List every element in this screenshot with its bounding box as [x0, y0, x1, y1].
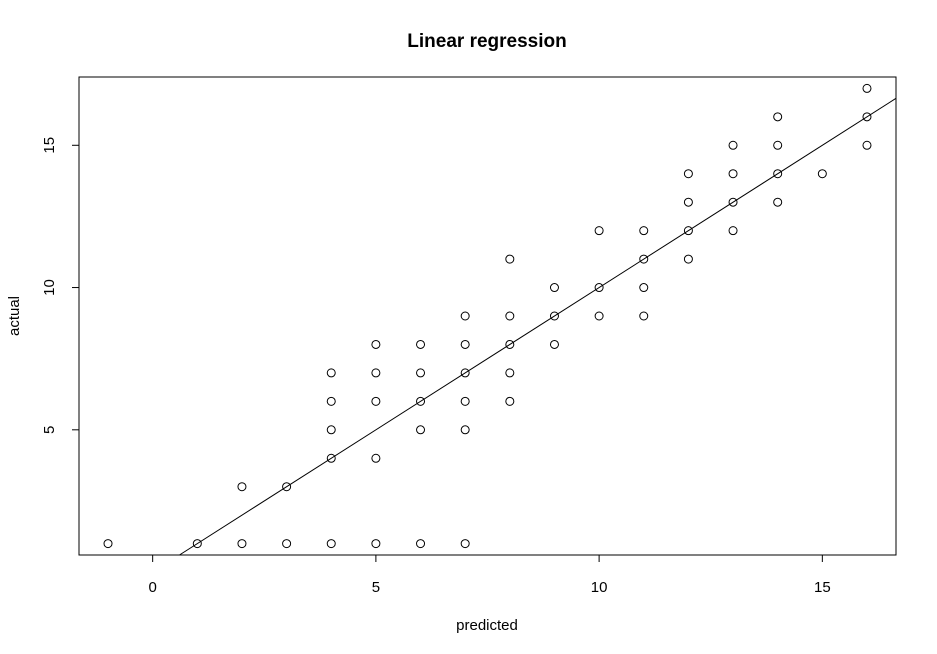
data-point [728, 169, 738, 179]
x-axis: 0 5 10 15 [148, 554, 831, 596]
plot-area-frame [78, 76, 897, 556]
data-point [460, 539, 470, 549]
data-point [460, 396, 470, 406]
data-point [639, 254, 649, 264]
data-point [594, 283, 604, 293]
data-point [416, 539, 426, 549]
x-tick-label: 0 [148, 579, 156, 596]
x-axis-label: predicted [456, 617, 518, 634]
data-point [728, 226, 738, 236]
data-point [639, 311, 649, 321]
data-point [505, 368, 515, 378]
data-point [282, 482, 292, 492]
data-point [505, 396, 515, 406]
data-point [371, 453, 381, 463]
data-point [683, 169, 693, 179]
data-point [192, 539, 202, 549]
data-point [505, 311, 515, 321]
data-point [326, 539, 336, 549]
y-axis-label: actual [6, 296, 23, 336]
data-point [549, 283, 559, 293]
data-point [103, 539, 113, 549]
y-tick-label: 15 [41, 137, 58, 154]
data-point [728, 197, 738, 207]
regression-line-group [179, 97, 897, 556]
data-point [460, 311, 470, 321]
data-point [326, 396, 336, 406]
data-point [416, 368, 426, 378]
data-point [773, 112, 783, 122]
data-point [862, 140, 872, 150]
data-point [371, 368, 381, 378]
data-point [683, 254, 693, 264]
data-point [326, 425, 336, 435]
data-point [416, 396, 426, 406]
data-point [237, 539, 247, 549]
data-point [505, 339, 515, 349]
data-point [371, 339, 381, 349]
data-point [773, 197, 783, 207]
data-point [639, 283, 649, 293]
data-point [416, 425, 426, 435]
data-point [594, 226, 604, 236]
data-point [460, 339, 470, 349]
y-axis: 5 10 15 [41, 137, 80, 434]
data-point [282, 539, 292, 549]
data-point [416, 339, 426, 349]
data-point [683, 197, 693, 207]
data-point [549, 311, 559, 321]
chart-title: Linear regression [407, 31, 566, 52]
data-point [371, 396, 381, 406]
y-tick-label: 5 [41, 426, 58, 434]
data-point [817, 169, 827, 179]
x-tick-label: 15 [814, 579, 831, 596]
y-tick-label: 10 [41, 279, 58, 296]
data-point [773, 169, 783, 179]
data-point [773, 140, 783, 150]
data-point [460, 368, 470, 378]
regression-line [179, 97, 897, 556]
data-point [862, 112, 872, 122]
data-point [326, 453, 336, 463]
data-point [728, 140, 738, 150]
data-point [639, 226, 649, 236]
data-point [549, 339, 559, 349]
data-point [505, 254, 515, 264]
data-point [683, 226, 693, 236]
data-point [326, 368, 336, 378]
data-points [103, 83, 872, 549]
data-point [594, 311, 604, 321]
data-point [237, 482, 247, 492]
data-point [460, 425, 470, 435]
data-point [862, 83, 872, 93]
x-tick-label: 5 [372, 579, 380, 596]
data-point [371, 539, 381, 549]
x-tick-label: 10 [591, 579, 608, 596]
